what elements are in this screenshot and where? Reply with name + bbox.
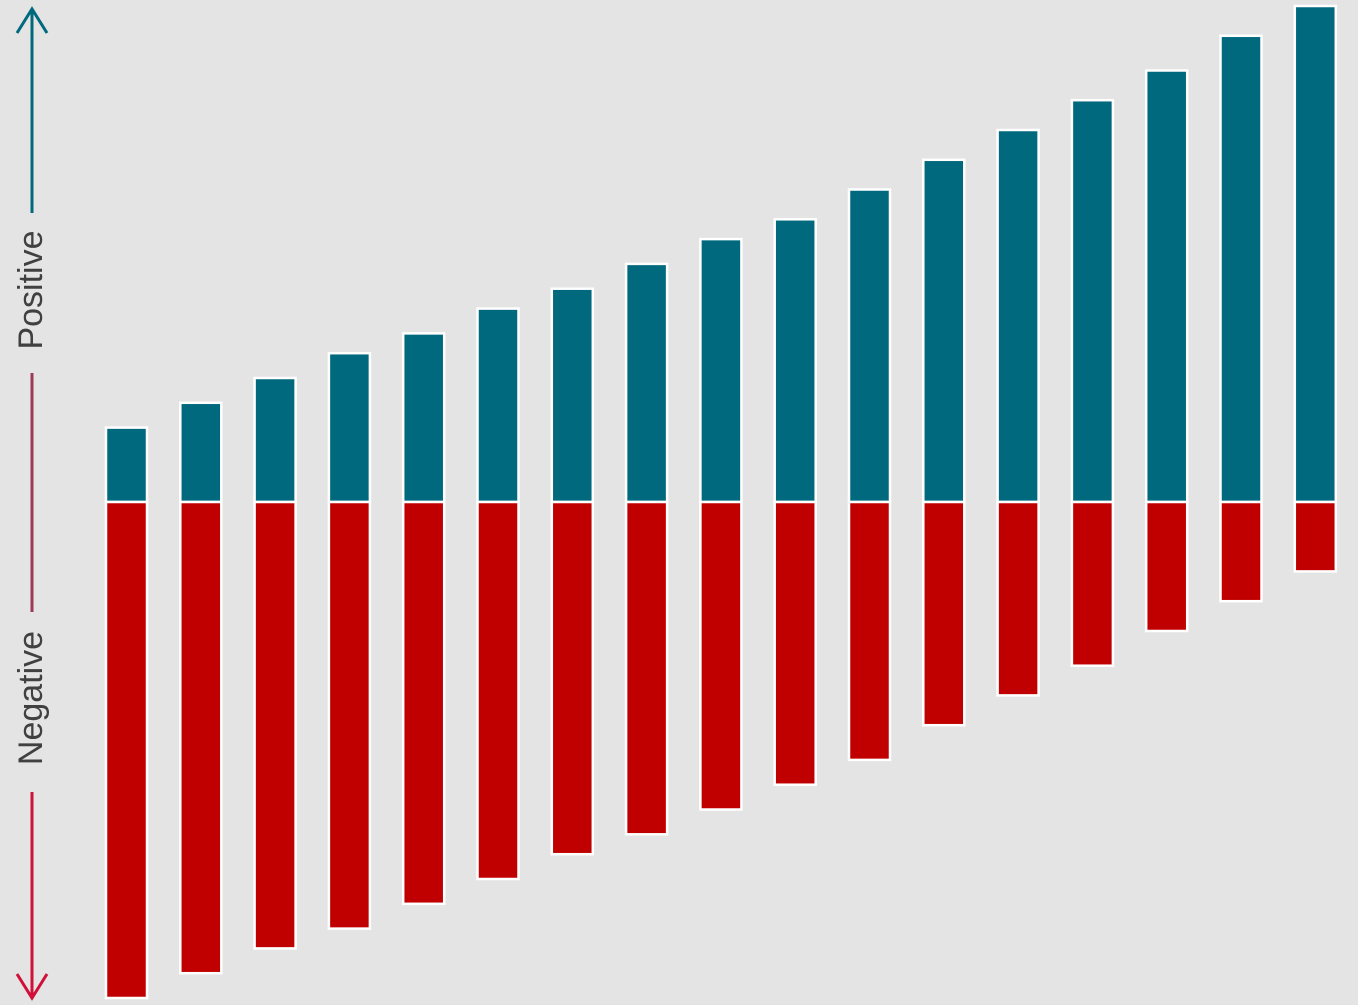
positive-bar-11 xyxy=(847,188,892,504)
negative-bar-8 xyxy=(624,500,669,836)
positive-bar-13 xyxy=(996,128,1040,504)
negative-bar-9 xyxy=(699,500,743,811)
positive-bars xyxy=(104,4,1338,504)
negative-bar-1 xyxy=(104,500,149,1000)
down-arrow-icon xyxy=(15,973,49,1001)
negative-bar-11 xyxy=(847,500,892,762)
negative-bar-4 xyxy=(327,500,372,930)
negative-axis-label: Negative xyxy=(12,631,50,765)
up-arrow-icon xyxy=(15,6,49,34)
negative-bar-12 xyxy=(922,500,966,727)
positive-bar-14 xyxy=(1070,98,1115,504)
negative-bar-6 xyxy=(476,500,520,881)
positive-bar-9 xyxy=(699,237,743,504)
negative-bar-13 xyxy=(996,500,1040,697)
negative-bar-7 xyxy=(550,500,595,856)
positive-bar-12 xyxy=(922,158,966,504)
negative-bar-17 xyxy=(1293,500,1338,573)
negative-bar-14 xyxy=(1070,500,1115,667)
positive-bar-5 xyxy=(401,332,446,504)
positive-bar-17 xyxy=(1293,4,1338,504)
positive-bar-7 xyxy=(550,287,595,504)
positive-bar-8 xyxy=(624,262,669,504)
negative-bar-16 xyxy=(1219,500,1263,603)
negative-bar-15 xyxy=(1144,500,1189,633)
negative-bars xyxy=(104,500,1338,1000)
positive-bar-16 xyxy=(1219,34,1263,504)
positive-bar-3 xyxy=(253,376,297,504)
negative-bar-3 xyxy=(253,500,297,950)
positive-axis-label: Positive xyxy=(12,230,50,349)
negative-bar-10 xyxy=(773,500,817,786)
negative-bar-2 xyxy=(179,500,223,975)
vertical-axis: Positive Negative xyxy=(12,6,50,1001)
positive-bar-10 xyxy=(773,218,817,504)
negative-bar-5 xyxy=(401,500,446,906)
positive-bar-6 xyxy=(476,307,520,504)
positive-bar-2 xyxy=(179,401,223,504)
positive-bar-1 xyxy=(104,426,149,504)
positive-bar-4 xyxy=(327,351,372,504)
positive-bar-15 xyxy=(1144,69,1189,504)
